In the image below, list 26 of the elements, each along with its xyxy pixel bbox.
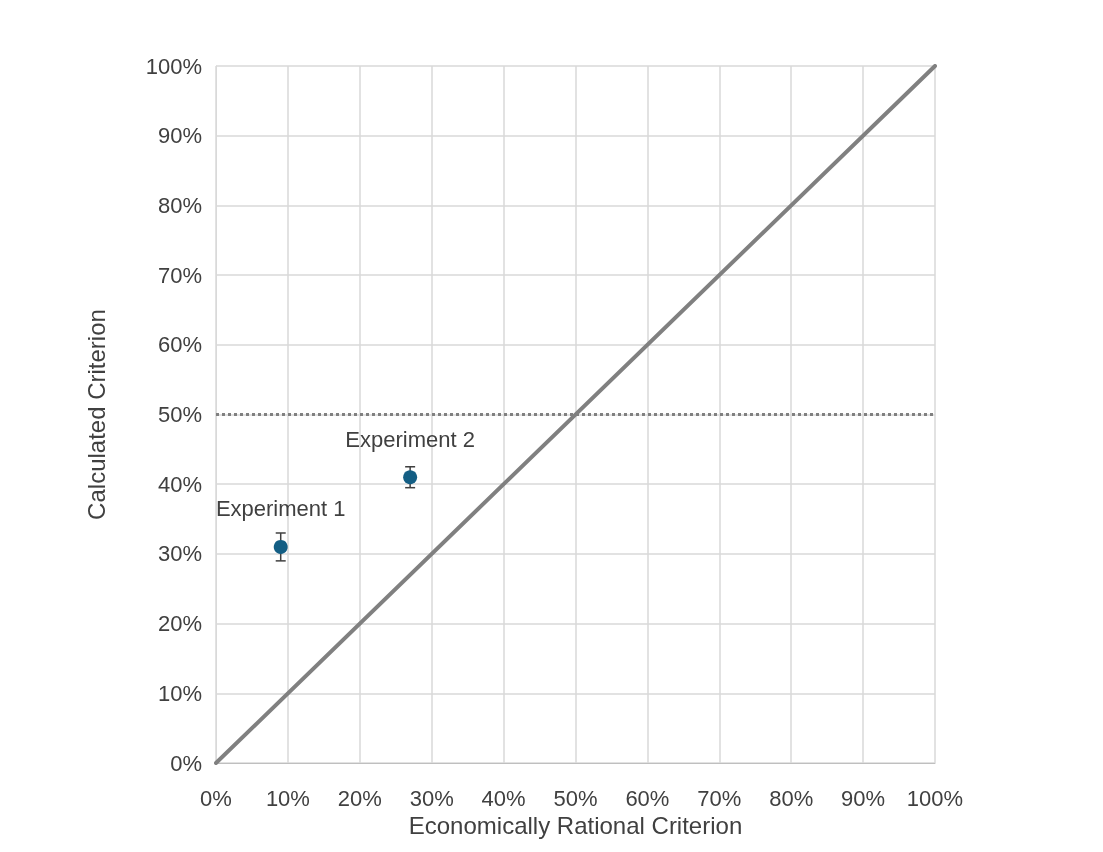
- x-tick-label: 80%: [769, 785, 814, 811]
- y-tick-label: 30%: [157, 541, 202, 567]
- x-tick-label: 10%: [265, 785, 310, 811]
- annotation: Experiment 1: [215, 496, 346, 522]
- y-tick-label: 40%: [157, 471, 202, 497]
- y-tick-label: 60%: [157, 332, 202, 358]
- x-tick-label: 70%: [697, 785, 742, 811]
- x-tick-label: 0%: [200, 785, 232, 811]
- annotation: Experiment 2: [345, 426, 475, 452]
- y-tick-label: 80%: [157, 192, 202, 218]
- x-tick-label: 20%: [337, 785, 382, 811]
- x-tick-label: 30%: [409, 785, 454, 811]
- y-tick-label: 50%: [157, 402, 202, 427]
- x-tick-label: 100%: [906, 785, 964, 811]
- x-tick-label: 90%: [841, 785, 886, 811]
- y-tick-label: 70%: [157, 262, 202, 288]
- y-tick-label: 20%: [157, 611, 202, 637]
- y-tick-label: 0%: [170, 750, 202, 776]
- y-axis-title: Calculated Criterion: [82, 309, 110, 520]
- x-tick-label: 60%: [625, 785, 670, 811]
- y-tick-label: 10%: [157, 680, 202, 706]
- y-tick-label: 100%: [145, 53, 202, 79]
- x-axis-title: Economically Rational Criterion: [408, 812, 743, 840]
- x-tick-label: 50%: [553, 785, 598, 811]
- x-tick-label: 40%: [481, 785, 526, 811]
- y-tick-label: 90%: [157, 123, 202, 149]
